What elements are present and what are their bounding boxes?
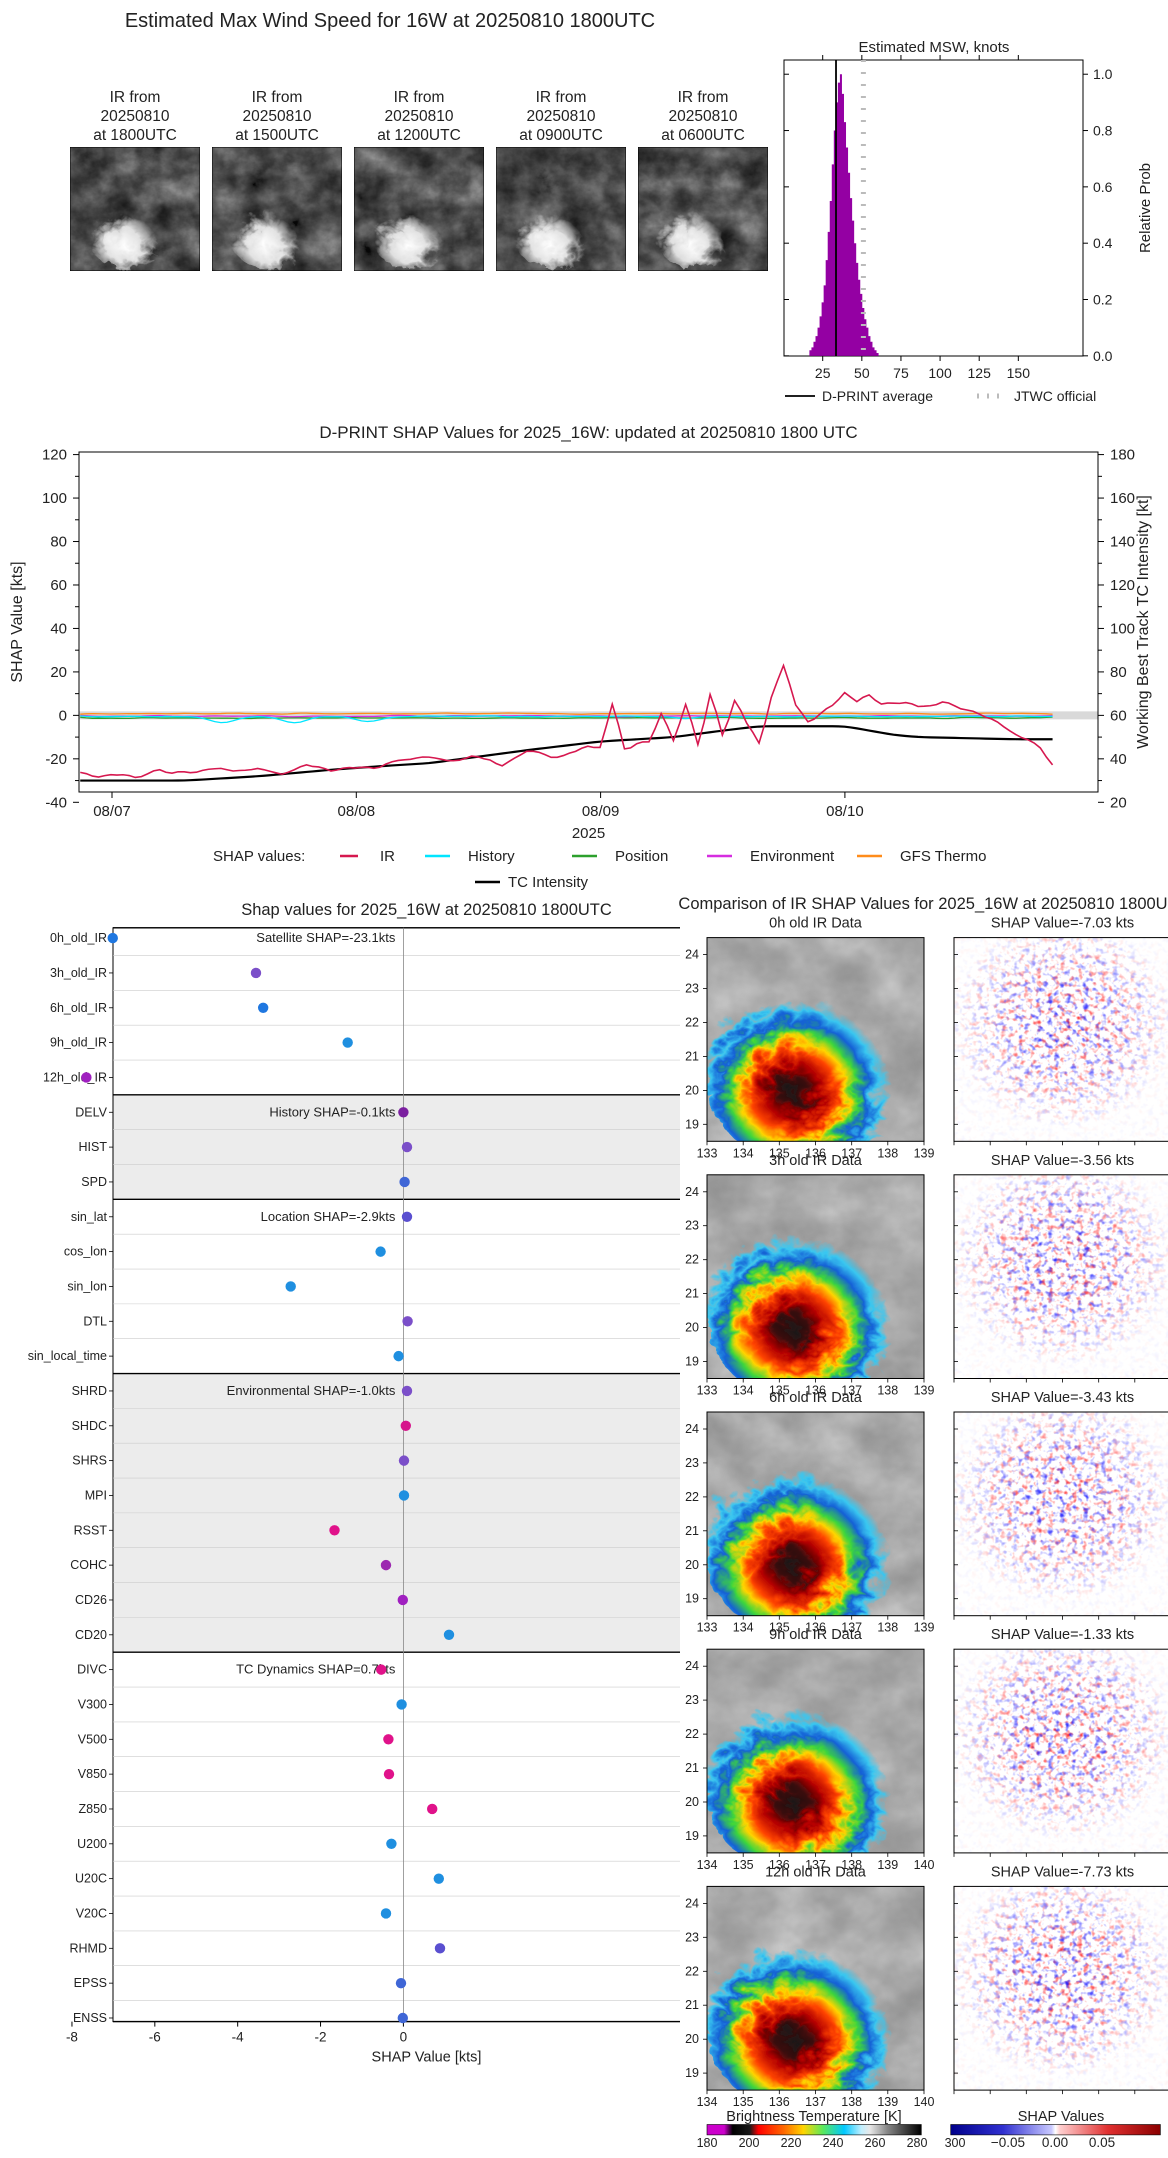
- svg-text:25: 25: [815, 365, 831, 381]
- svg-text:−0.05: −0.05: [991, 2135, 1025, 2150]
- svg-text:Estimated MSW, knots: Estimated MSW, knots: [859, 39, 1010, 56]
- svg-text:1.0: 1.0: [1093, 66, 1113, 82]
- svg-text:220: 220: [781, 2136, 802, 2150]
- svg-text:50: 50: [854, 365, 870, 381]
- svg-text:100: 100: [928, 365, 952, 381]
- svg-text:0.00: 0.00: [1042, 2135, 1068, 2150]
- svg-text:75: 75: [893, 365, 909, 381]
- svg-text:Brightness Temperature [K]: Brightness Temperature [K]: [726, 2109, 901, 2125]
- svg-text:260: 260: [865, 2136, 886, 2150]
- svg-text:SHAP Values: SHAP Values: [1018, 2109, 1105, 2125]
- svg-text:JTWC official: JTWC official: [1014, 388, 1096, 404]
- svg-text:0.0: 0.0: [1093, 348, 1113, 364]
- svg-text:0.6: 0.6: [1093, 179, 1113, 195]
- svg-text:300: 300: [945, 2136, 966, 2150]
- svg-text:0.4: 0.4: [1093, 235, 1113, 251]
- svg-text:200: 200: [739, 2136, 760, 2150]
- svg-text:125: 125: [968, 365, 992, 381]
- svg-text:Relative Prob: Relative Prob: [1137, 163, 1154, 253]
- svg-text:180: 180: [697, 2136, 718, 2150]
- svg-text:D-PRINT average: D-PRINT average: [822, 388, 933, 404]
- svg-text:280: 280: [907, 2136, 928, 2150]
- svg-text:0.2: 0.2: [1093, 292, 1113, 308]
- svg-text:240: 240: [823, 2136, 844, 2150]
- svg-text:0.05: 0.05: [1089, 2135, 1115, 2150]
- svg-text:0.8: 0.8: [1093, 123, 1113, 139]
- svg-text:150: 150: [1007, 365, 1031, 381]
